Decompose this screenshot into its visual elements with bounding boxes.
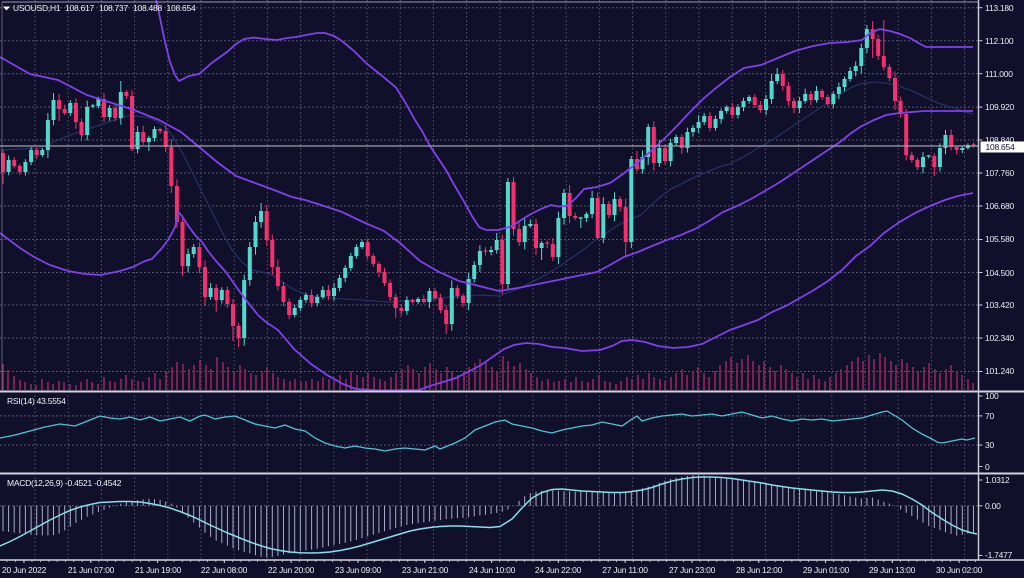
svg-text:21 Jun 19:00: 21 Jun 19:00 [135,565,182,575]
svg-text:-1.7477: -1.7477 [985,550,1013,560]
svg-text:108.840: 108.840 [985,135,1014,145]
svg-text:108.654: 108.654 [167,3,196,13]
svg-text:23 Jun 09:00: 23 Jun 09:00 [335,565,382,575]
svg-text:101.240: 101.240 [985,366,1014,376]
svg-text:21 Jun 07:00: 21 Jun 07:00 [68,565,115,575]
svg-text:108.737: 108.737 [99,3,128,13]
svg-text:23 Jun 21:00: 23 Jun 21:00 [402,565,449,575]
svg-text:27 Jun 11:00: 27 Jun 11:00 [602,565,648,575]
svg-text:108.617: 108.617 [65,3,94,13]
svg-text:108.488: 108.488 [133,3,162,13]
svg-text:103.420: 103.420 [985,300,1014,310]
svg-text:24 Jun 22:00: 24 Jun 22:00 [535,565,582,575]
svg-text:112.100: 112.100 [985,36,1014,46]
svg-text:28 Jun 12:00: 28 Jun 12:00 [736,565,783,575]
svg-text:20 Jun 2022: 20 Jun 2022 [2,565,47,575]
svg-text:27 Jun 23:00: 27 Jun 23:00 [669,565,716,575]
svg-text:102.340: 102.340 [985,333,1014,343]
svg-text:104.500: 104.500 [985,268,1014,278]
svg-text:0: 0 [985,462,990,472]
svg-text:29 Jun 01:00: 29 Jun 01:00 [803,565,850,575]
svg-text:22 Jun 20:00: 22 Jun 20:00 [268,565,315,575]
svg-text:29 Jun 13:00: 29 Jun 13:00 [869,565,916,575]
svg-text:30: 30 [985,440,994,450]
svg-text:1.0312: 1.0312 [985,475,1010,485]
svg-text:111.000: 111.000 [985,69,1013,79]
svg-text:RSI(14) 43.5554: RSI(14) 43.5554 [7,396,66,406]
svg-text:108.654: 108.654 [986,142,1015,152]
svg-text:MACD(12,26,9) -0.4521 -0.4542: MACD(12,26,9) -0.4521 -0.4542 [7,478,122,488]
svg-text:105.580: 105.580 [985,234,1014,244]
svg-text:0.00: 0.00 [985,501,1001,511]
svg-text:100: 100 [985,391,999,401]
svg-text:106.680: 106.680 [985,201,1014,211]
svg-text:113.180: 113.180 [985,3,1014,13]
svg-text:107.760: 107.760 [985,168,1014,178]
svg-text:USOUSD,H1: USOUSD,H1 [13,3,61,13]
svg-text:70: 70 [985,411,994,421]
svg-text:24 Jun 10:00: 24 Jun 10:00 [469,565,516,575]
svg-text:22 Jun 08:00: 22 Jun 08:00 [201,565,248,575]
svg-text:109.920: 109.920 [985,102,1014,112]
svg-text:30 Jun 02:00: 30 Jun 02:00 [936,565,983,575]
